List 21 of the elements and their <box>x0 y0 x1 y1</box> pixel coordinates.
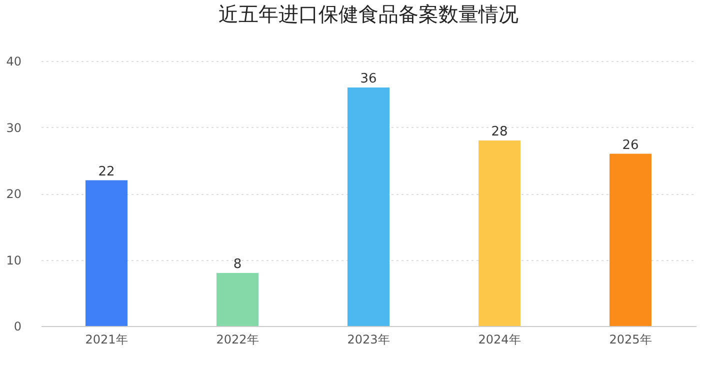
data-label: 22 <box>98 164 115 180</box>
x-tick-label: 2023年 <box>347 332 390 346</box>
x-tick-label: 2025年 <box>609 332 652 346</box>
y-tick-label: 40 <box>6 54 22 68</box>
y-tick-label: 30 <box>6 120 22 135</box>
bar <box>86 180 128 326</box>
bar <box>348 88 390 326</box>
x-tick-label: 2024年 <box>478 332 521 346</box>
y-tick-label: 20 <box>6 187 22 201</box>
bar <box>478 140 520 326</box>
data-label: 36 <box>360 72 377 86</box>
y-tick-label: 0 <box>14 320 22 334</box>
data-label: 8 <box>233 257 242 272</box>
data-label: 26 <box>622 138 639 153</box>
x-tick-label: 2022年 <box>216 332 259 346</box>
bar <box>610 154 652 326</box>
y-tick-label: 10 <box>6 253 22 268</box>
bar <box>216 273 258 326</box>
x-tick-label: 2021年 <box>85 332 128 346</box>
data-label: 28 <box>491 124 508 140</box>
chart-title: 近五年进口保健食品备案数量情况 <box>218 2 518 26</box>
